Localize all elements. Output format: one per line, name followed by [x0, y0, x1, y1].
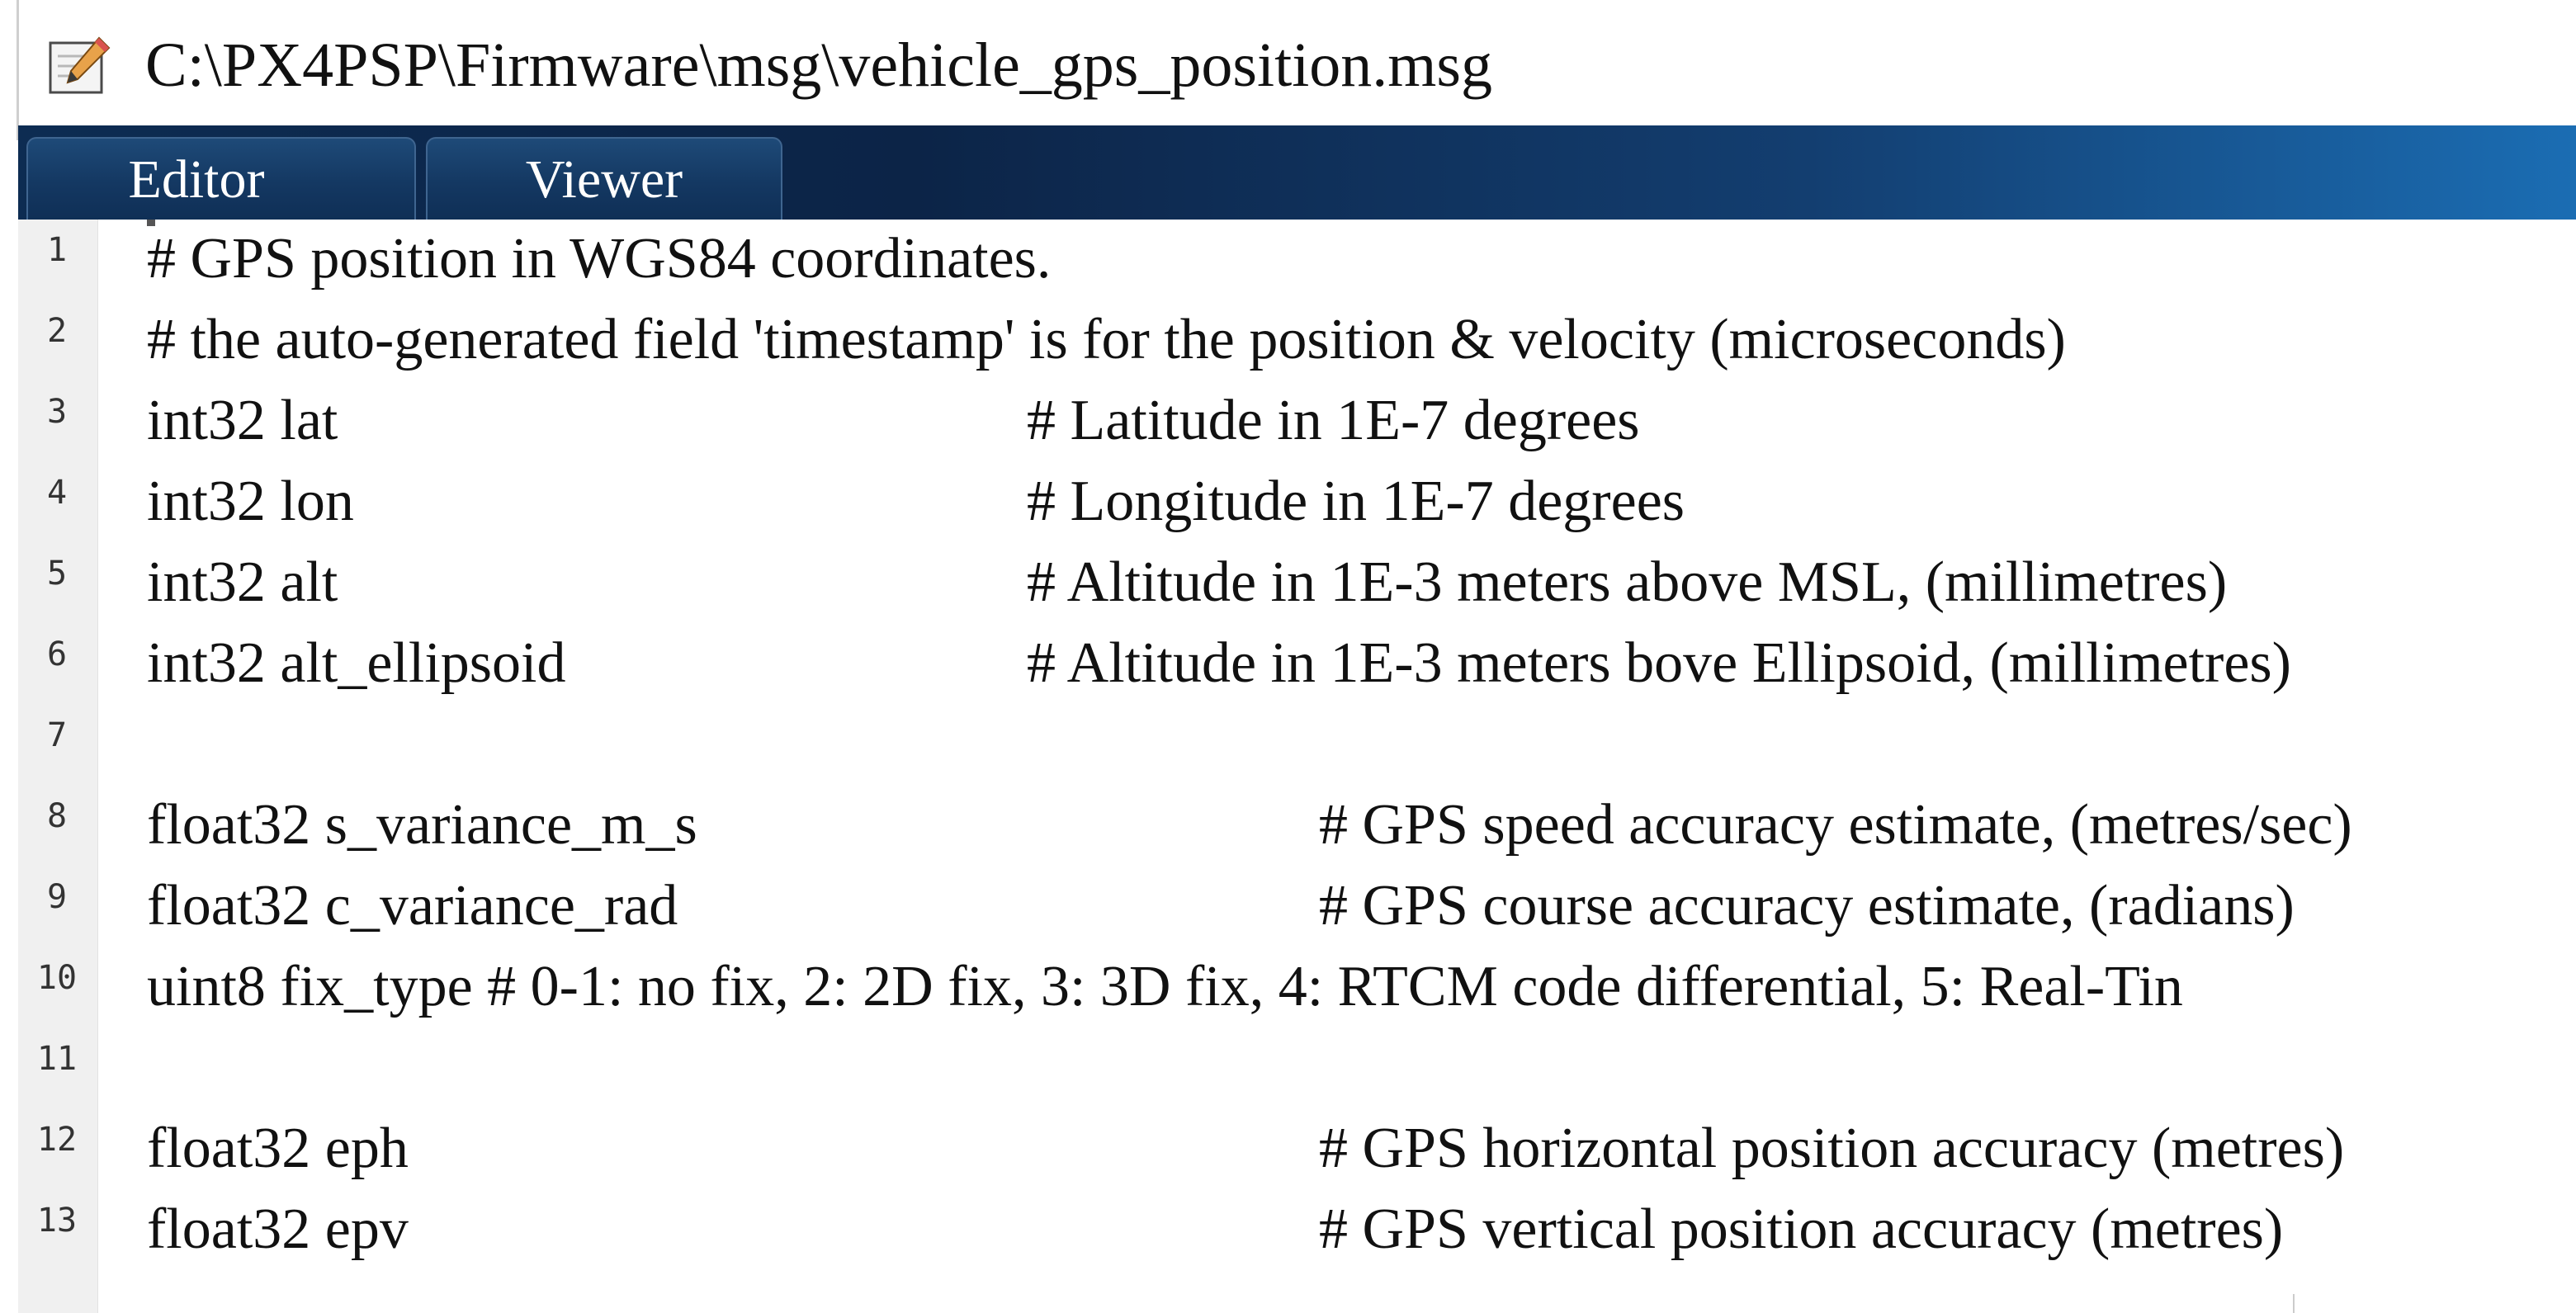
line-number: 11	[36, 1040, 78, 1078]
tab-viewer-label: Viewer	[525, 149, 683, 210]
code-comment: # Altitude in 1E-3 meters bove Ellipsoid…	[1027, 631, 2291, 695]
code-text: int32 alt	[147, 550, 338, 614]
resize-grip[interactable]	[2293, 1294, 2295, 1313]
code-comment: # Longitude in 1E-7 degrees	[1027, 470, 1685, 533]
code-text: float32 eph	[147, 1117, 409, 1180]
window-title: C:\PX4PSP\Firmware\msg\vehicle_gps_posit…	[145, 31, 1492, 100]
code-text: uint8 fix_type # 0-1: no fix, 2: 2D fix,…	[147, 955, 2183, 1018]
tab-editor[interactable]: Editor	[26, 137, 416, 220]
code-line[interactable]: 1 # GPS position in WGS84 coordinates.	[0, 220, 2576, 300]
code-line[interactable]: 6 int32 alt_ellipsoid # Altitude in 1E-3…	[0, 624, 2576, 705]
title-bar: C:\PX4PSP\Firmware\msg\vehicle_gps_posit…	[0, 0, 2576, 140]
line-number: 6	[46, 635, 68, 673]
code-text: float32 epv	[147, 1197, 409, 1261]
line-number: 3	[46, 393, 68, 431]
code-text: # GPS position in WGS84 coordinates.	[147, 227, 1052, 290]
code-line[interactable]: 11	[0, 1028, 2576, 1109]
code-line[interactable]: 2 # the auto-generated field 'timestamp'…	[0, 300, 2576, 381]
code-line[interactable]: 3 int32 lat # Latitude in 1E-7 degrees	[0, 381, 2576, 462]
line-number: 13	[36, 1202, 78, 1240]
code-line[interactable]: 13 float32 epv # GPS vertical position a…	[0, 1190, 2576, 1271]
line-number: 2	[46, 312, 68, 350]
tab-bar: Editor Viewer	[18, 125, 2576, 220]
code-text: int32 lat	[147, 389, 338, 452]
code-comment: # Altitude in 1E-3 meters above MSL, (mi…	[1027, 550, 2228, 614]
tab-editor-label: Editor	[128, 149, 265, 210]
line-number: 4	[46, 474, 68, 512]
tab-viewer[interactable]: Viewer	[426, 137, 782, 220]
code-text: float32 c_variance_rad	[147, 874, 678, 938]
code-comment: # GPS horizontal position accuracy (metr…	[1319, 1117, 2345, 1180]
code-text: int32 lon	[147, 470, 354, 533]
line-number: 7	[46, 716, 68, 754]
line-number: 12	[36, 1121, 78, 1159]
line-number: 5	[46, 555, 68, 593]
line-number: 10	[36, 959, 78, 997]
line-number: 8	[46, 797, 68, 835]
line-number: 9	[46, 878, 68, 916]
code-text: float32 s_variance_m_s	[147, 793, 697, 857]
code-line[interactable]: 5 int32 alt # Altitude in 1E-3 meters ab…	[0, 543, 2576, 624]
code-line[interactable]: 4 int32 lon # Longitude in 1E-7 degrees	[0, 462, 2576, 543]
code-line[interactable]: 10 uint8 fix_type # 0-1: no fix, 2: 2D f…	[0, 947, 2576, 1028]
code-line[interactable]: 9 float32 c_variance_rad # GPS course ac…	[0, 867, 2576, 947]
code-comment: # GPS speed accuracy estimate, (metres/s…	[1319, 793, 2352, 857]
edit-document-icon	[49, 36, 111, 94]
code-comment: # GPS course accuracy estimate, (radians…	[1319, 874, 2295, 938]
scroll-residue-mark	[147, 220, 155, 226]
window-edge	[17, 0, 19, 140]
code-line[interactable]: 8 float32 s_variance_m_s # GPS speed acc…	[0, 786, 2576, 867]
code-line[interactable]: 7	[0, 705, 2576, 786]
code-text: # the auto-generated field 'timestamp' i…	[147, 308, 2066, 371]
code-comment: # GPS vertical position accuracy (metres…	[1319, 1197, 2284, 1261]
code-editor[interactable]: 1 # GPS position in WGS84 coordinates. 2…	[0, 220, 2576, 1313]
line-number-gutter	[18, 220, 98, 1313]
code-comment: # Latitude in 1E-7 degrees	[1027, 389, 1640, 452]
line-number: 1	[46, 231, 68, 269]
code-text: int32 alt_ellipsoid	[147, 631, 566, 695]
code-line[interactable]: 12 float32 eph # GPS horizontal position…	[0, 1109, 2576, 1190]
